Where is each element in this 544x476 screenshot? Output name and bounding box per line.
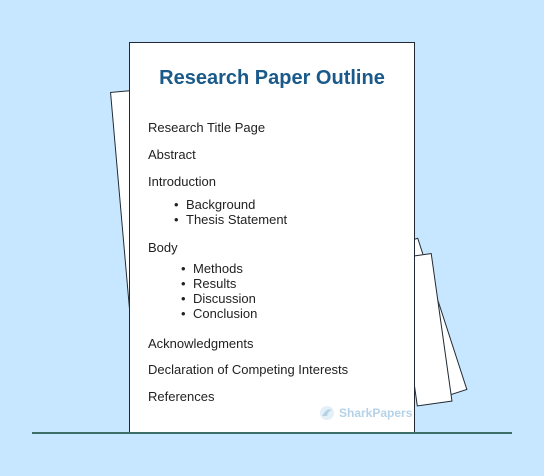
bullet-icon: • [181,261,186,276]
outline-item-title-page: Research Title Page [148,120,266,135]
outline-item-acknowledgments: Acknowledgments [148,336,254,351]
outline-subitem-thesis: • Thesis Statement [174,212,288,227]
page-title: Research Paper Outline [159,67,385,89]
outline-item-competing-interests: Declaration of Competing Interests [148,362,349,377]
bullet-icon: • [174,197,179,212]
outline-item-references: References [148,389,215,404]
outline-item-abstract: Abstract [148,147,196,162]
outline-paper: Research Paper Outline Research Title Pa… [129,42,415,433]
logo-text: SharkPapers [339,406,413,420]
bullet-icon: • [174,212,179,227]
sharkpapers-logo: SharkPapers [318,405,412,421]
shark-fin-icon [320,406,334,420]
outline-item-body: Body [148,240,178,255]
ground-line [32,432,512,434]
outline-subitem-methods: • Methods [181,261,243,276]
outline-subitem-discussion: • Discussion [181,291,256,306]
outline-subitem-conclusion: • Conclusion [181,306,258,321]
outline-subitem-background: • Background [174,197,256,212]
outline-subitem-results: • Results [181,276,237,291]
bullet-icon: • [181,276,186,291]
outline-item-introduction: Introduction [148,174,216,189]
bullet-icon: • [181,291,186,306]
bullet-icon: • [181,306,186,321]
